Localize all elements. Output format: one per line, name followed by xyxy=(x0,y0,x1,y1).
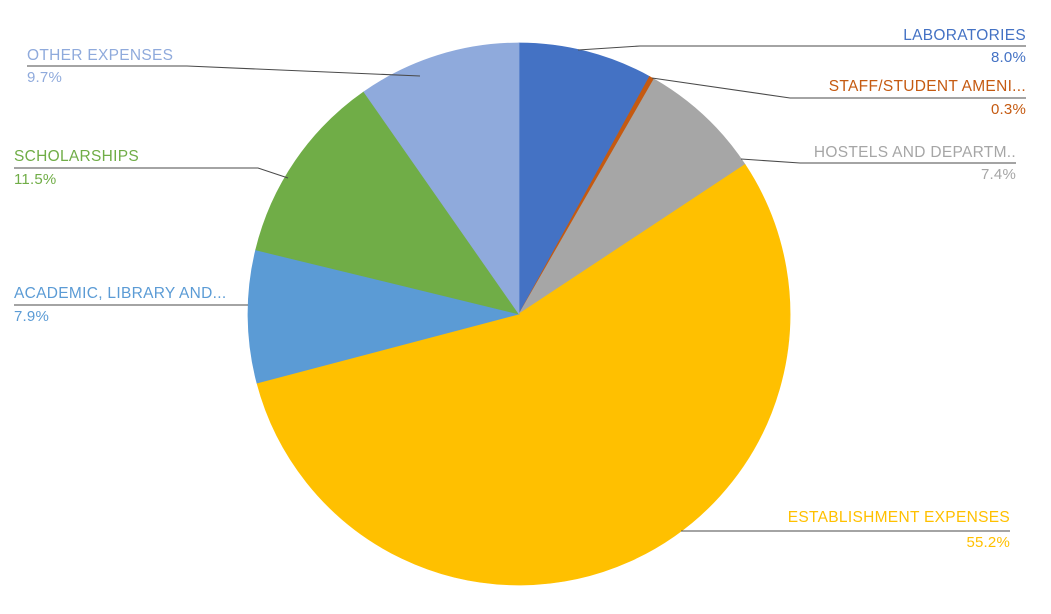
pie-slice-hostels-and-departm xyxy=(518,78,746,315)
pie-slice-academic-library-and xyxy=(247,249,520,384)
pie-slice-laboratories xyxy=(518,42,651,315)
leader-line xyxy=(577,45,1026,51)
pie-slice-scholarships xyxy=(255,91,520,315)
leader-line xyxy=(651,77,1026,99)
leader-line xyxy=(27,65,421,77)
leader-line xyxy=(740,158,1016,164)
pie-slice-establishment-expenses xyxy=(256,163,791,586)
pie-slice-other-expenses xyxy=(363,42,520,316)
leader-line xyxy=(14,167,289,179)
